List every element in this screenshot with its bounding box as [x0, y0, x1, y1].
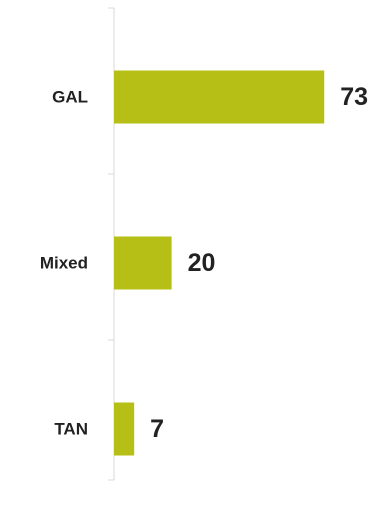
category-label-tan: TAN: [54, 420, 88, 439]
value-label-gal: 73: [340, 83, 368, 111]
bar-mixed: [114, 236, 172, 290]
value-label-mixed: 20: [188, 249, 216, 277]
category-label-gal: GAL: [52, 88, 88, 107]
category-label-mixed: Mixed: [40, 254, 88, 273]
bars-layer: [114, 70, 325, 456]
axis-layer: [108, 7, 115, 481]
labels-layer: GAL 73 Mixed 20 TAN 7: [40, 83, 368, 443]
bar-tan: [114, 402, 135, 456]
value-label-tan: 7: [150, 415, 164, 443]
bar-gal: [114, 70, 325, 124]
